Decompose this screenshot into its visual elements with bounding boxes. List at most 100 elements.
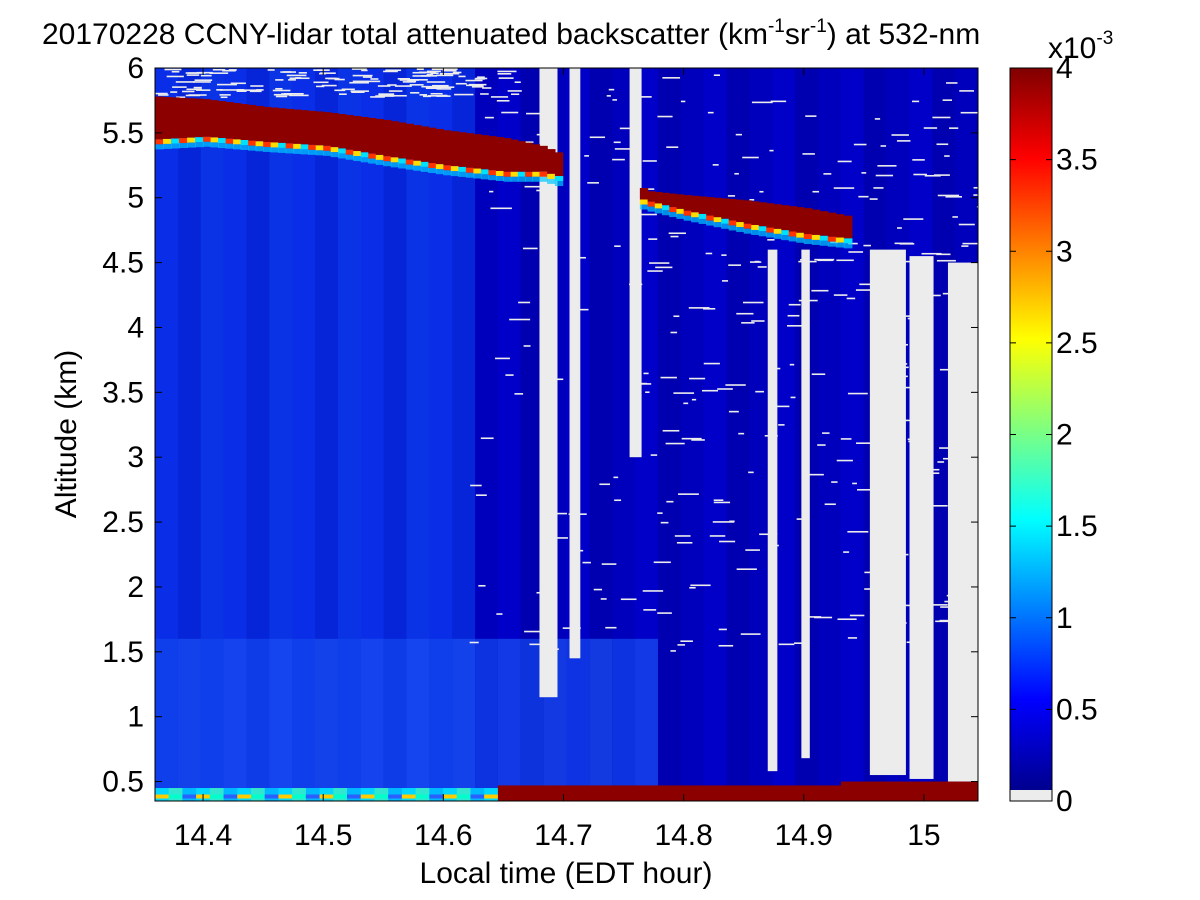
missing-data-streak	[480, 93, 489, 95]
missing-data-streak	[286, 74, 307, 77]
surface-return-cell	[648, 785, 664, 801]
missing-data-streak	[478, 584, 486, 587]
missing-data-region	[539, 68, 558, 698]
missing-data-streak	[267, 69, 275, 71]
cloud-layer-edge	[225, 138, 234, 144]
missing-data-streak	[362, 76, 372, 78]
missing-data-streak	[536, 591, 542, 594]
surface-return-cell	[854, 781, 869, 801]
missing-data-streak	[817, 259, 834, 262]
missing-data-streak	[769, 149, 774, 152]
surface-return-edge	[237, 794, 252, 799]
heatmap-column	[520, 68, 545, 801]
cloud-layer-cell	[345, 115, 354, 150]
cloud-layer-cell	[458, 132, 467, 167]
missing-data-streak	[798, 299, 818, 302]
missing-data-streak	[497, 73, 512, 75]
heatmap-column	[840, 68, 865, 801]
missing-data-streak	[912, 159, 925, 161]
cloud-layer-cell	[465, 133, 474, 168]
cloud-layer-edge	[155, 144, 164, 150]
missing-data-streak	[811, 373, 826, 376]
missing-data-streak	[939, 447, 961, 449]
surface-return-cell	[676, 785, 691, 801]
cloud-layer-edge	[811, 234, 821, 240]
cloud-layer-edge	[713, 222, 722, 228]
missing-data-streak	[769, 544, 779, 547]
cloud-layer-cell	[721, 198, 730, 219]
cloud-layer-cell	[706, 197, 715, 216]
missing-data-streak	[620, 598, 637, 601]
heatmap-column	[452, 68, 476, 801]
missing-data-streak	[496, 99, 510, 102]
missing-data-region	[801, 249, 810, 759]
missing-data-streak	[421, 85, 441, 88]
surface-return-edge	[305, 794, 321, 799]
heatmap-low-layer	[337, 638, 362, 801]
missing-data-streak	[275, 87, 283, 90]
missing-data-streak	[425, 87, 442, 90]
chart-title: 20170228 CCNY-lidar total attenuated bac…	[42, 16, 980, 51]
cloud-layer-cell	[210, 100, 219, 138]
surface-return-edge	[251, 794, 266, 799]
cloud-layer-edge	[639, 204, 649, 210]
missing-data-streak	[812, 190, 820, 193]
missing-data-streak	[351, 91, 365, 94]
missing-data-streak	[811, 289, 829, 292]
missing-data-streak	[469, 641, 479, 644]
cloud-layer-edge	[225, 143, 234, 149]
cloud-layer-edge	[758, 226, 767, 232]
missing-data-streak	[735, 133, 742, 136]
missing-data-streak	[480, 437, 494, 440]
missing-data-streak	[864, 571, 883, 574]
missing-data-streak	[713, 499, 724, 501]
missing-data-streak	[741, 322, 755, 324]
heatmap-column	[726, 68, 750, 801]
missing-data-streak	[339, 93, 347, 95]
missing-data-streak	[187, 72, 199, 74]
surface-return-edge	[470, 794, 485, 799]
missing-data-streak	[932, 116, 951, 119]
missing-data-streak	[436, 74, 454, 77]
missing-data-streak	[536, 189, 554, 192]
cloud-layer-edge	[405, 164, 414, 170]
missing-data-streak	[805, 115, 817, 117]
missing-data-streak	[962, 242, 978, 245]
missing-data-streak	[769, 328, 775, 330]
cloud-layer-edge	[827, 236, 837, 242]
cloud-layer-cell	[450, 131, 459, 167]
cloud-layer-edge	[383, 161, 392, 167]
missing-data-streak	[798, 260, 817, 263]
heatmap-low-layer	[223, 638, 247, 801]
cloud-layer-edge	[835, 242, 845, 248]
cloud-layer-cell	[240, 104, 249, 141]
cloud-layer-edge	[443, 165, 452, 171]
missing-data-streak	[689, 377, 706, 380]
missing-data-streak	[775, 405, 790, 408]
missing-data-streak	[645, 391, 650, 394]
missing-data-streak	[836, 259, 854, 262]
missing-data-streak	[853, 143, 867, 146]
missing-data-streak	[599, 483, 611, 486]
cloud-layer-cell	[539, 145, 548, 172]
missing-data-streak	[725, 384, 746, 386]
cloud-layer-edge	[510, 171, 519, 177]
missing-data-streak	[466, 84, 484, 87]
missing-data-streak	[614, 499, 622, 502]
cloud-layer-cell	[827, 212, 837, 237]
missing-data-streak	[893, 398, 901, 401]
missing-data-streak	[185, 94, 201, 97]
missing-data-streak	[219, 89, 240, 91]
cloud-layer-edge	[736, 227, 745, 233]
missing-data-streak	[952, 266, 962, 269]
missing-data-streak	[613, 141, 621, 144]
missing-data-streak	[823, 173, 832, 175]
missing-data-streak	[166, 75, 184, 78]
missing-data-streak	[852, 482, 857, 485]
missing-data-streak	[430, 92, 443, 95]
missing-data-streak	[514, 393, 524, 395]
missing-data-streak	[822, 432, 830, 434]
missing-data-streak	[315, 85, 325, 88]
missing-data-streak	[881, 257, 888, 260]
missing-data-streak	[186, 74, 200, 76]
